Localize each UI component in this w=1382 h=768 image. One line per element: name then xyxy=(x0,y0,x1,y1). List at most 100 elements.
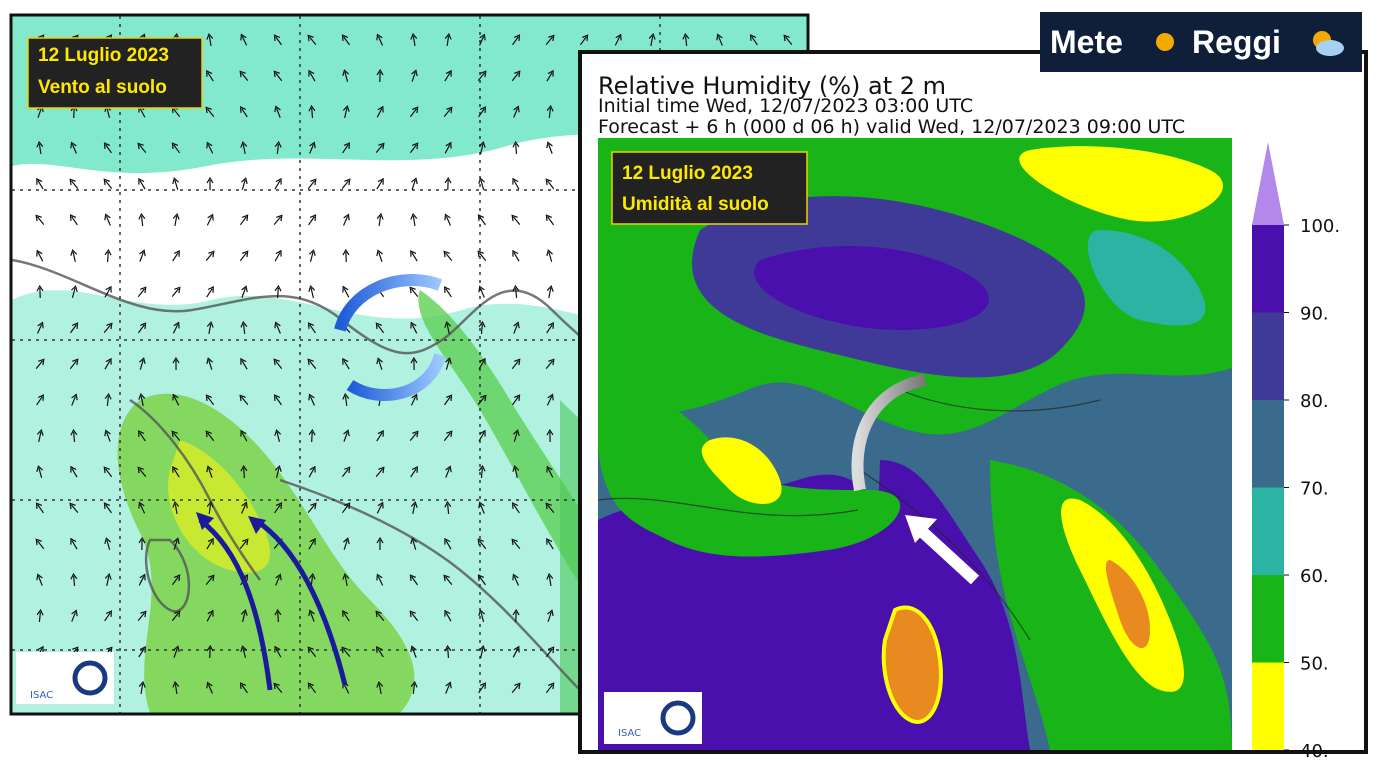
wind-arrow xyxy=(172,356,180,371)
wind-arrow xyxy=(36,321,44,334)
wind-arrow xyxy=(444,500,452,515)
wind-arrow xyxy=(274,645,282,658)
wind-arrow xyxy=(342,285,350,298)
wind-arrow xyxy=(614,33,622,46)
wind-arrow xyxy=(172,680,180,695)
wind-arrow xyxy=(545,502,555,514)
wind-arrow xyxy=(546,465,554,478)
forecast-time: Forecast + 6 h (000 d 06 h) valid Wed, 1… xyxy=(598,116,1185,138)
wind-arrow xyxy=(274,429,282,442)
wind-arrow xyxy=(342,248,350,263)
wind-arrow xyxy=(444,176,452,191)
wind-arrow xyxy=(341,34,350,46)
wind-arrow xyxy=(478,177,486,190)
date: 12 Luglio 2023 xyxy=(38,45,169,66)
wind-arrow xyxy=(205,106,215,118)
wind-arrow xyxy=(171,430,181,442)
wind-arrow xyxy=(308,69,316,82)
wind-arrow xyxy=(138,680,146,695)
wind-arrow xyxy=(443,574,453,585)
wind-arrow xyxy=(309,141,316,154)
wind-arrow xyxy=(138,212,146,227)
sun-icon xyxy=(1156,33,1174,51)
wind-arrow xyxy=(308,465,316,478)
wind-arrow xyxy=(206,176,214,191)
wind-arrow xyxy=(104,572,112,586)
wind-arrow xyxy=(273,70,283,82)
wind-arrow xyxy=(342,609,350,622)
wind-arrow xyxy=(138,430,146,442)
wind-arrow xyxy=(478,33,486,46)
wind-arrow xyxy=(512,177,520,190)
wind-arrow xyxy=(341,502,351,514)
wind-arrow xyxy=(478,609,486,622)
wind-arrow xyxy=(783,34,793,46)
wind-arrow xyxy=(307,358,317,370)
wind-arrow xyxy=(104,285,112,298)
wind-arrow xyxy=(478,501,485,514)
wind-arrow xyxy=(444,32,452,47)
wind-arrow xyxy=(70,322,79,334)
wind-arrow xyxy=(444,357,452,370)
wind-arrow xyxy=(171,574,181,586)
wind-arrow xyxy=(206,32,214,47)
wind-arrow xyxy=(410,537,418,550)
wind-arrow xyxy=(172,500,180,515)
wind-arrow xyxy=(35,358,45,370)
credit-logo xyxy=(604,692,702,744)
wind-arrow xyxy=(376,33,384,46)
wind-arrow xyxy=(70,249,78,262)
wind-arrow xyxy=(409,142,419,154)
wind-arrow xyxy=(410,393,418,406)
wind-arrow xyxy=(172,465,180,478)
wind-arrow xyxy=(104,357,112,370)
wind-arrow xyxy=(104,610,113,622)
wind-arrow xyxy=(376,429,384,442)
wind-arrow xyxy=(546,322,554,334)
wind-arrow xyxy=(444,213,452,226)
wind-arrow xyxy=(409,610,419,622)
wind-arrow xyxy=(137,610,147,622)
wind-arrow xyxy=(376,536,384,551)
wind-arrow xyxy=(445,681,452,694)
wind-arrow xyxy=(444,320,452,334)
wind-arrow xyxy=(274,177,282,190)
wind-arrow xyxy=(70,537,78,550)
wind-arrow xyxy=(546,104,554,119)
colorbar-label: 70. xyxy=(1300,479,1329,500)
wind-arrow xyxy=(513,105,520,118)
wind-arrow xyxy=(36,428,44,442)
wind-arrow xyxy=(104,213,111,226)
wind-arrow xyxy=(376,357,383,370)
initial-time: Initial time Wed, 12/07/2023 03:00 UTC xyxy=(598,95,973,117)
colorbar-band xyxy=(1252,487,1284,575)
wind-arrow xyxy=(206,500,214,515)
wind-arrow xyxy=(376,68,384,83)
wind-arrow xyxy=(443,394,453,406)
wind-arrow xyxy=(36,249,44,262)
wind-arrow xyxy=(103,466,113,478)
wind-arrow xyxy=(273,394,282,406)
wind-arrow xyxy=(477,214,486,226)
wind-arrow xyxy=(511,358,521,370)
wind-arrow xyxy=(139,357,146,370)
wind-arrow xyxy=(579,34,589,46)
wind-arrow xyxy=(273,358,283,370)
wind-arrow xyxy=(342,213,350,226)
wind-arrow xyxy=(139,249,146,262)
caption: Umidità al suolo xyxy=(622,194,769,215)
wind-arrow xyxy=(546,69,554,82)
wind-arrow xyxy=(546,572,554,587)
wind-arrow xyxy=(375,322,385,334)
humidity-map xyxy=(598,138,1232,750)
wind-arrow xyxy=(342,69,350,82)
wind-arrow xyxy=(545,682,555,694)
brand-text: Mete xyxy=(1050,24,1123,60)
wind-arrow xyxy=(138,645,146,658)
wind-arrow xyxy=(138,573,146,586)
credit: ISAC xyxy=(618,728,641,739)
wind-arrow xyxy=(545,646,555,658)
wind-arrow xyxy=(103,142,112,154)
wind-arrow xyxy=(70,285,78,298)
wind-arrow xyxy=(36,140,44,155)
